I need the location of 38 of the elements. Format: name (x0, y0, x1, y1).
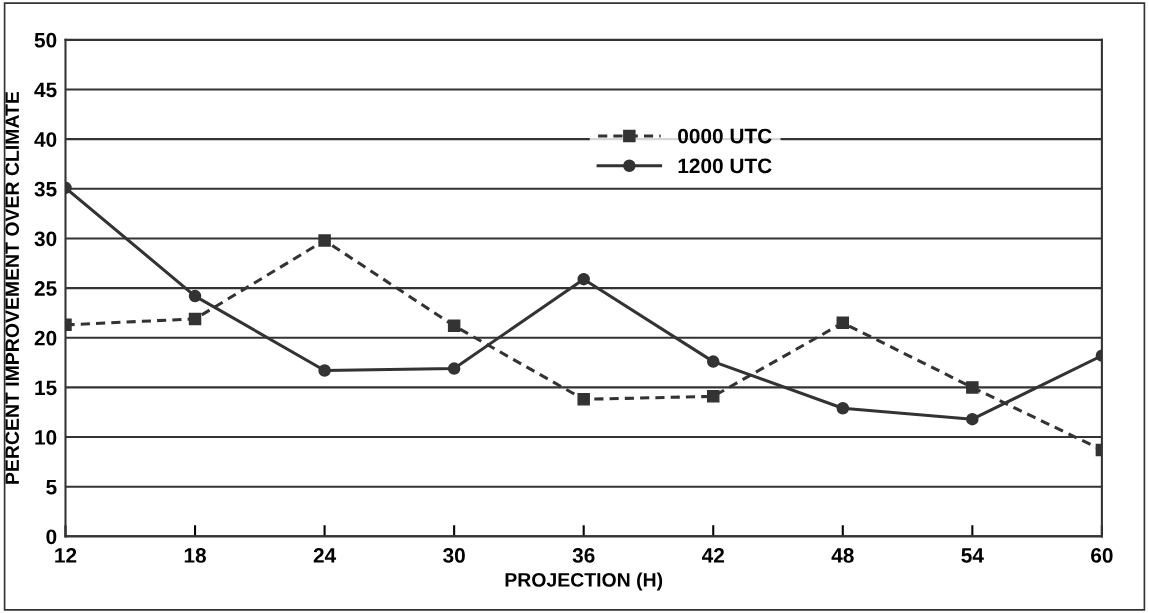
x-tick-label: 60 (1091, 548, 1113, 563)
y-tick-label: 10 (35, 430, 57, 445)
x-tick-label: 30 (443, 548, 465, 563)
y-tick-label: 20 (34, 330, 57, 346)
point (318, 364, 331, 377)
point (577, 272, 590, 286)
y-tick-label: 35 (34, 181, 57, 197)
x-tick-label: 48 (831, 548, 854, 563)
point (836, 316, 850, 330)
y-tick-label: 40 (34, 132, 57, 147)
y-axis-title: PERCENT IMPROVEMENT OVER CLIMATE (5, 91, 20, 484)
point (188, 312, 202, 326)
x-tick-label: 18 (184, 548, 206, 563)
point (447, 362, 461, 375)
point (706, 355, 720, 368)
point (706, 390, 720, 403)
y-tick-label: 5 (46, 479, 57, 495)
x-tick-label: 12 (55, 548, 77, 563)
y-tick-label: 30 (34, 231, 57, 247)
x-tick-label: 36 (572, 548, 595, 563)
point (966, 381, 979, 394)
y-tick-label: 45 (34, 82, 57, 98)
point (966, 412, 979, 426)
point (447, 319, 461, 333)
y-tick-label: 0 (46, 529, 57, 545)
x-tick-label: 24 (313, 548, 337, 563)
x-axis-title: PROJECTION (H) (505, 572, 663, 591)
point (318, 234, 331, 247)
x-tick-label: 42 (701, 548, 724, 563)
point (188, 289, 202, 303)
y-tick-label: 50 (34, 32, 57, 48)
legend-label: 1200 UTC (678, 158, 772, 174)
x-tick-label: 54 (961, 548, 984, 563)
y-tick-label: 15 (35, 380, 57, 396)
legend-label: 0000 UTC (678, 128, 772, 144)
y-tick-label: 25 (34, 281, 57, 296)
point (577, 393, 590, 406)
point (836, 402, 850, 415)
